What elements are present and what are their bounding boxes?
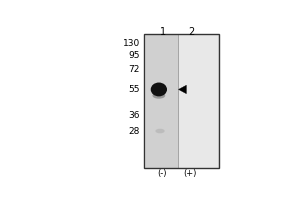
Text: 1: 1 — [160, 27, 166, 37]
Ellipse shape — [152, 93, 165, 99]
Text: (+): (+) — [183, 169, 196, 178]
Bar — [178, 34, 218, 168]
Bar — [145, 34, 219, 168]
Text: 130: 130 — [123, 39, 140, 48]
Ellipse shape — [155, 129, 165, 133]
Text: (-): (-) — [157, 169, 167, 178]
Text: 2: 2 — [188, 27, 194, 37]
Ellipse shape — [151, 83, 167, 96]
Text: 55: 55 — [128, 85, 140, 94]
Text: 28: 28 — [128, 127, 140, 136]
Ellipse shape — [151, 84, 166, 95]
Text: 36: 36 — [128, 111, 140, 120]
Text: 95: 95 — [128, 51, 140, 60]
Bar — [145, 34, 219, 168]
Bar — [146, 34, 178, 168]
Text: 72: 72 — [128, 65, 140, 74]
Polygon shape — [178, 85, 186, 94]
Ellipse shape — [153, 85, 165, 94]
